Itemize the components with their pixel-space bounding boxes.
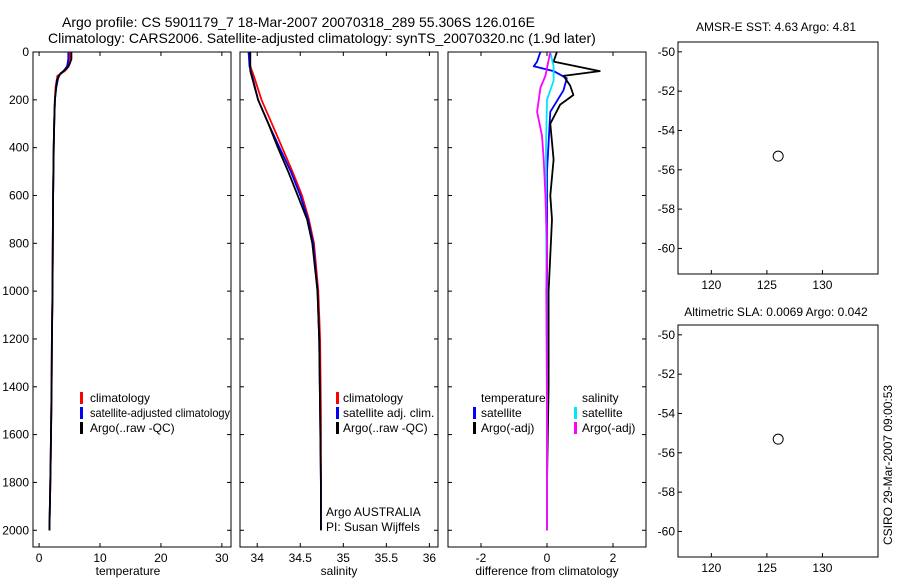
sla_map-xtick-label: 125: [757, 561, 777, 575]
difference-legend-temperature-heading: temperature: [481, 391, 546, 405]
temperature-legend: climatology satellite-adjusted climatolo…: [80, 391, 230, 435]
sst_map-ytick-label: -52: [658, 84, 676, 98]
difference-xtick-label: -2: [476, 551, 487, 565]
sla_map-no-data-mask: [678, 535, 878, 557]
difference-legend-sal-argo: Argo(-adj): [582, 421, 635, 435]
temperature-xtick-label: 20: [154, 551, 168, 565]
salinity-series-1: [247, 52, 322, 531]
temperature-xtick-label: 10: [93, 551, 107, 565]
temperature-ytick-label: 0: [22, 45, 29, 59]
sst_map-ytick-label: -50: [658, 45, 676, 59]
temperature-legend-swatch-satellite: [80, 407, 83, 419]
sst_map-xtick-label: 120: [701, 278, 721, 292]
salinity-xtick-label: 35: [337, 551, 351, 565]
salinity-legend-swatch-climatology: [336, 392, 339, 404]
temperature-ytick-label: 1800: [2, 475, 29, 489]
difference-legend-swatch-temp-satellite: [473, 407, 476, 419]
sla-map-panel: Altimetric SLA: 0.0069 Argo: 0.042 120 12…: [658, 305, 879, 575]
salinity-xtick-label: 35.5: [375, 551, 399, 565]
difference-xtick-label: 2: [610, 551, 617, 565]
temperature-ytick-label: 800: [9, 236, 29, 250]
temperature-legend-climatology: climatology: [90, 391, 150, 405]
temperature-series-2: [48, 52, 73, 531]
temperature-legend-argo: Argo(..raw -QC): [90, 421, 175, 435]
temperature-legend-swatch-climatology: [80, 392, 83, 404]
salinity-legend-climatology: climatology: [343, 391, 403, 405]
temperature-xlabel: temperature: [96, 564, 161, 578]
sst-map-axes-box: [677, 41, 879, 275]
sst_map-no-data: [678, 42, 878, 274]
sla_map-ytick-label: -52: [658, 367, 676, 381]
difference-panel: -2 0 2 difference from climatology tempera…: [447, 51, 647, 578]
temperature-xtick-label: 30: [215, 551, 229, 565]
salinity-legend-argo: Argo(..raw -QC): [343, 421, 428, 435]
temperature-xtick-label: 0: [36, 551, 43, 565]
sst_map-ytick-label: -54: [658, 123, 676, 137]
temperature-ytick-label: 1400: [2, 380, 29, 394]
salinity-legend-satellite: satellite adj. clim.: [343, 406, 434, 420]
salinity-legend-swatch-argo: [336, 422, 339, 434]
difference-xtick-label: 0: [544, 551, 551, 565]
sst-map-title: AMSR-E SST: 4.63 Argo: 4.81: [696, 20, 856, 34]
sla_map-xtick-label: 120: [701, 561, 721, 575]
temperature-panel: 0 10 20 30 0 200 400 600 800 1000 1200 1400 1600 1800…: [2, 45, 232, 578]
sla_map-ytick-label: -54: [658, 406, 676, 420]
temperature-ytick-label: 1600: [2, 428, 29, 442]
temperature-ytick-label: 400: [9, 141, 29, 155]
sla-map-axes-box: [677, 324, 879, 558]
difference-legend-temp-argo: Argo(-adj): [481, 421, 534, 435]
sla_map-ytick-label: -58: [658, 485, 676, 499]
salinity-xlabel: salinity: [321, 564, 358, 578]
sst_map-no-data-mask: [678, 252, 878, 274]
difference-legend-sal-satellite: satellite: [582, 406, 623, 420]
sla_map-xtick-label: 130: [812, 561, 832, 575]
temperature-axes-box: [32, 51, 232, 548]
sst-map-panel: AMSR-E SST: 4.63 Argo: 4.81 120 125 130 -50…: [658, 20, 879, 292]
sst_map-ytick-label: -56: [658, 163, 676, 177]
sst_map-xtick-label: 125: [757, 278, 777, 292]
difference-legend-temp-satellite: satellite: [481, 406, 522, 420]
sla-map-title: Altimetric SLA: 0.0069 Argo: 0.042: [684, 305, 868, 319]
temperature-ytick-label: 600: [9, 188, 29, 202]
temperature-ytick-label: 1000: [2, 284, 29, 298]
sla_map-ytick-label: -50: [658, 328, 676, 342]
difference-legend-salinity-heading: salinity: [582, 391, 619, 405]
sst_map-ytick-label: -58: [658, 202, 676, 216]
sla_map-ytick-label: -56: [658, 446, 676, 460]
salinity-annotation-institution: Argo AUSTRALIA: [326, 505, 421, 519]
difference-xlabel: difference from climatology: [475, 564, 618, 578]
sst_map-xtick-label: 130: [812, 278, 832, 292]
salinity-xtick-label: 36: [423, 551, 437, 565]
salinity-legend-swatch-satellite: [336, 407, 339, 419]
figure-title: Argo profile: CS 5901179_7 18-Mar-2007 2…: [62, 14, 535, 30]
temperature-ytick-label: 1200: [2, 332, 29, 346]
temperature-ytick-label: 200: [9, 93, 29, 107]
sla_map-no-data: [678, 325, 878, 557]
sla_map-float-marker: [772, 433, 784, 445]
salinity-legend: climatology satellite adj. clim. Argo(..…: [336, 391, 434, 435]
footer-timestamp: CSIRO 29-Mar-2007 09:00:53: [881, 385, 895, 545]
sla_map-ytick-label: -60: [658, 524, 676, 538]
salinity-xtick-label: 34.5: [289, 551, 313, 565]
sst_map-ytick-label: -60: [658, 241, 676, 255]
difference-legend-swatch-sal-argo: [574, 422, 577, 434]
difference-legend-swatch-temp-argo: [473, 422, 476, 434]
temperature-legend-swatch-argo: [80, 422, 83, 434]
salinity-panel: 34 34.5 35 35.5 36 salinity climatology sate…: [239, 51, 439, 578]
difference-series-3: [536, 52, 552, 531]
salinity-series-2: [249, 52, 322, 531]
difference-legend: temperature satellite Argo(-adj) salinit…: [473, 391, 635, 435]
temperature-ytick-label: 2000: [2, 523, 29, 537]
salinity-axes-box: [239, 51, 439, 548]
temperature-legend-satellite: satellite-adjusted climatology: [90, 406, 230, 420]
sst_map-float-marker: [772, 150, 784, 162]
salinity-series-0: [247, 52, 322, 531]
salinity-annotation-pi: PI: Susan Wijffels: [326, 520, 420, 534]
salinity-xtick-label: 34: [251, 551, 265, 565]
difference-series-1: [546, 52, 601, 531]
figure-subtitle: Climatology: CARS2006. Satellite-adjuste…: [48, 30, 596, 46]
difference-legend-swatch-sal-satellite: [574, 407, 577, 419]
